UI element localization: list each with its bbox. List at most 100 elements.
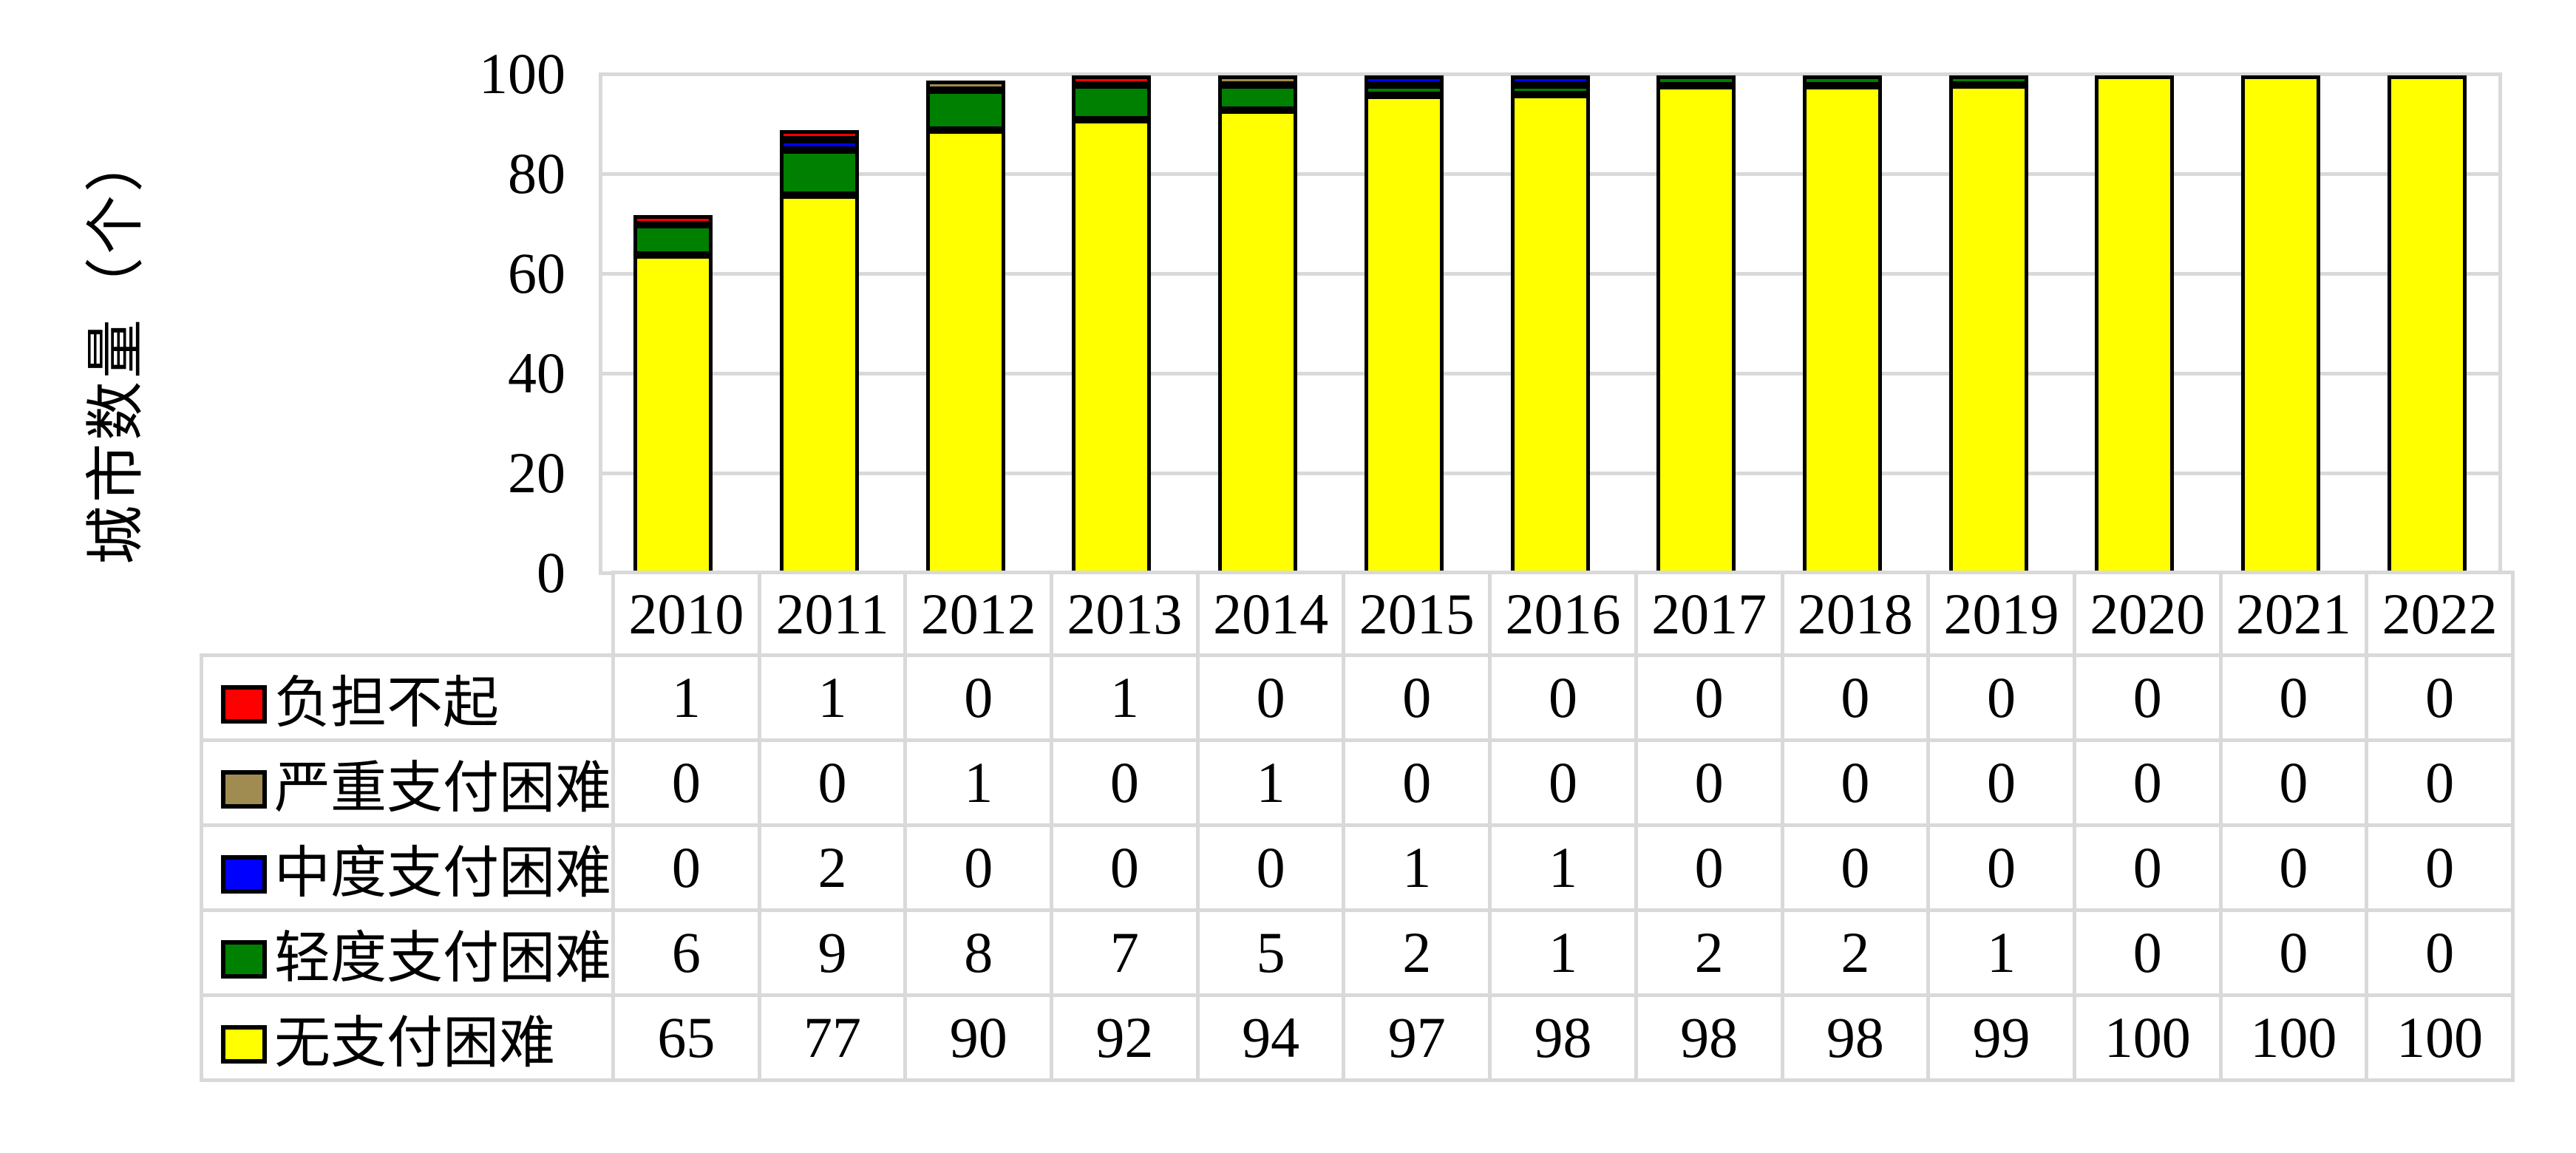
- bar-segment-severe-2012: [925, 80, 1005, 90]
- value-cell-mild-2022: 0: [2365, 908, 2515, 997]
- year-cell-2010: 2010: [611, 571, 761, 657]
- year-cell-2020: 2020: [2072, 571, 2223, 657]
- value-cell-severe-2014: 1: [1195, 738, 1346, 827]
- value-cell-moderate-2010: 0: [611, 823, 761, 912]
- value-cell-mild-2014: 5: [1195, 908, 1346, 997]
- bar-segment-mild-2014: [1218, 85, 1298, 110]
- value-cell-unaffordable-2022: 0: [2365, 653, 2515, 742]
- plot-right-border: [2498, 72, 2502, 575]
- value-cell-severe-2011: 0: [757, 738, 908, 827]
- legend-cell-unaffordable: 负担不起: [200, 653, 615, 742]
- value-cell-none-2020: 100: [2072, 993, 2223, 1082]
- value-cell-severe-2020: 0: [2072, 738, 2223, 827]
- plot-left-border: [598, 72, 602, 575]
- value-cell-moderate-2017: 0: [1634, 823, 1784, 912]
- value-cell-none-2021: 100: [2218, 993, 2369, 1082]
- value-cell-unaffordable-2018: 0: [1780, 653, 1931, 742]
- value-cell-unaffordable-2014: 0: [1195, 653, 1346, 742]
- value-cell-none-2013: 92: [1050, 993, 1200, 1082]
- value-cell-moderate-2011: 2: [757, 823, 908, 912]
- value-cell-none-2016: 98: [1488, 993, 1638, 1082]
- value-cell-mild-2021: 0: [2218, 908, 2369, 997]
- bar-segment-mild-2018: [1802, 75, 1882, 86]
- year-cell-2017: 2017: [1634, 571, 1784, 657]
- year-cell-2019: 2019: [1926, 571, 2076, 657]
- value-cell-mild-2018: 2: [1780, 908, 1931, 997]
- bar-segment-severe-2014: [1218, 75, 1298, 85]
- legend-label-unaffordable: 负担不起: [274, 673, 499, 735]
- table-corner-blank-cell: [202, 573, 614, 656]
- value-cell-moderate-2013: 0: [1050, 823, 1200, 912]
- bar-segment-none-2019: [1948, 85, 2028, 574]
- value-cell-moderate-2020: 0: [2072, 823, 2223, 912]
- bar-segment-mild-2012: [925, 89, 1005, 130]
- bar-segment-none-2012: [925, 129, 1005, 574]
- bar-segment-moderate-2011: [780, 140, 860, 150]
- value-cell-unaffordable-2016: 0: [1488, 653, 1638, 742]
- value-cell-moderate-2015: 1: [1342, 823, 1492, 912]
- value-cell-moderate-2014: 0: [1195, 823, 1346, 912]
- value-cell-mild-2012: 8: [903, 908, 1054, 997]
- legend-label-severe: 严重支付困难: [274, 758, 611, 820]
- value-cell-mild-2019: 1: [1926, 908, 2076, 997]
- value-cell-severe-2013: 0: [1050, 738, 1200, 827]
- bar-segment-moderate-2016: [1510, 75, 1590, 85]
- bar-segment-mild-2016: [1510, 85, 1590, 95]
- legend-label-mild: 轻度支付困难: [274, 928, 611, 990]
- bar-segment-none-2022: [2387, 75, 2467, 574]
- legend-swatch-mild-icon: [221, 940, 267, 979]
- value-cell-mild-2020: 0: [2072, 908, 2223, 997]
- year-cell-2015: 2015: [1342, 571, 1492, 657]
- legend-swatch-unaffordable-icon: [221, 685, 267, 724]
- value-cell-severe-2010: 0: [611, 738, 761, 827]
- value-cell-unaffordable-2010: 1: [611, 653, 761, 742]
- gridline-100: [600, 72, 2500, 76]
- bar-segment-mild-2015: [1364, 85, 1444, 95]
- year-cell-2013: 2013: [1050, 571, 1200, 657]
- legend-swatch-none-icon: [221, 1025, 267, 1064]
- bar-segment-none-2010: [633, 254, 713, 574]
- bar-segment-unaffordable-2010: [633, 215, 713, 225]
- bar-segment-mild-2013: [1072, 85, 1152, 120]
- value-cell-mild-2016: 1: [1488, 908, 1638, 997]
- legend-cell-severe: 严重支付困难: [200, 738, 615, 827]
- legend-cell-none: 无支付困难: [200, 993, 615, 1082]
- bar-segment-mild-2011: [780, 149, 860, 195]
- bar-segment-none-2013: [1072, 120, 1152, 574]
- value-cell-moderate-2012: 0: [903, 823, 1054, 912]
- y-tick-label-20: 20: [508, 441, 565, 505]
- year-cell-2021: 2021: [2218, 571, 2369, 657]
- value-cell-none-2010: 65: [611, 993, 761, 1082]
- year-cell-2014: 2014: [1195, 571, 1346, 657]
- value-cell-unaffordable-2020: 0: [2072, 653, 2223, 742]
- bar-segment-none-2017: [1656, 85, 1736, 574]
- legend-swatch-severe-icon: [221, 770, 267, 809]
- bar-segment-none-2018: [1802, 85, 1882, 574]
- value-cell-severe-2012: 1: [903, 738, 1054, 827]
- value-cell-mild-2010: 6: [611, 908, 761, 997]
- value-cell-unaffordable-2013: 1: [1050, 653, 1200, 742]
- y-tick-label-40: 40: [508, 341, 565, 405]
- bar-segment-none-2020: [2095, 75, 2175, 574]
- value-cell-none-2012: 90: [903, 993, 1054, 1082]
- value-cell-unaffordable-2012: 0: [903, 653, 1054, 742]
- value-cell-none-2014: 94: [1195, 993, 1346, 1082]
- legend-cell-moderate: 中度支付困难: [200, 823, 615, 912]
- y-axis-title: 城市数量（个）: [84, 130, 149, 565]
- year-cell-2011: 2011: [757, 571, 908, 657]
- year-cell-2022: 2022: [2365, 571, 2515, 657]
- value-cell-unaffordable-2021: 0: [2218, 653, 2369, 742]
- value-cell-unaffordable-2017: 0: [1634, 653, 1784, 742]
- legend-cell-mild: 轻度支付困难: [200, 908, 615, 997]
- value-cell-unaffordable-2015: 0: [1342, 653, 1492, 742]
- legend-swatch-moderate-icon: [221, 855, 267, 894]
- value-cell-severe-2016: 0: [1488, 738, 1638, 827]
- value-cell-none-2015: 97: [1342, 993, 1492, 1082]
- y-tick-label-0: 0: [537, 540, 565, 605]
- y-tick-label-60: 60: [508, 241, 565, 305]
- value-cell-mild-2013: 7: [1050, 908, 1200, 997]
- value-cell-mild-2015: 2: [1342, 908, 1492, 997]
- legend-label-moderate: 中度支付困难: [274, 843, 611, 905]
- year-cell-2016: 2016: [1488, 571, 1638, 657]
